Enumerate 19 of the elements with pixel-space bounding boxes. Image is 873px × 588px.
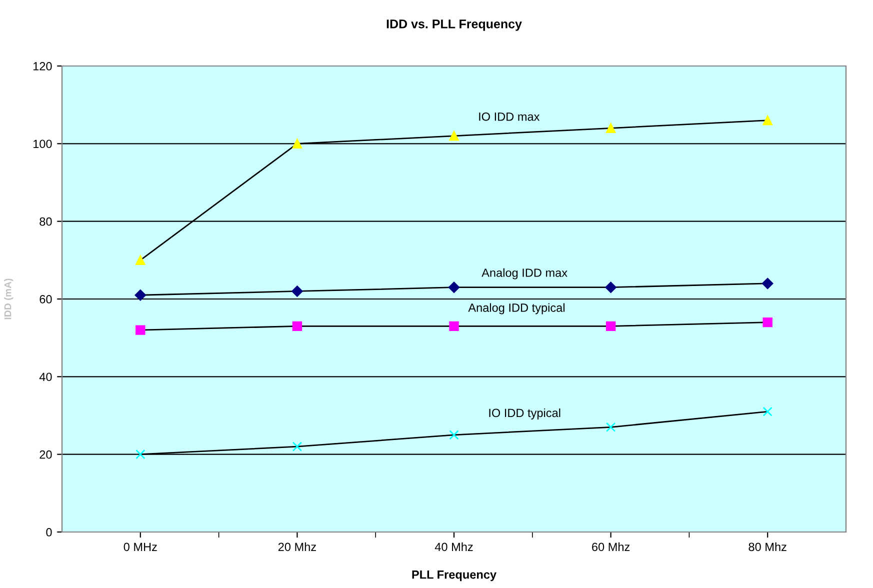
series-label: IO IDD max <box>479 112 540 121</box>
y-tick-label: 80 <box>40 217 52 226</box>
y-tick-label: 120 <box>33 62 52 70</box>
x-axis-title: PLL Frequency <box>412 570 496 582</box>
y-tick-label: 40 <box>39 372 52 382</box>
series-label: Analog IDD max <box>482 268 568 280</box>
chart-title: IDD vs. PLL Frequency <box>386 20 522 31</box>
y-tick-label: 20 <box>40 450 52 459</box>
y-tick-label: 100 <box>33 140 52 148</box>
y-tick-label: 0 <box>46 528 52 536</box>
y-tick-label: 60 <box>40 295 52 304</box>
series-label: Analog IDD typical <box>468 303 564 314</box>
x-tick-label: 80 Mhz <box>748 542 786 552</box>
series-label: IO IDD typical <box>489 408 560 420</box>
x-tick-label: 20 Mhz <box>278 542 316 552</box>
x-tick-label: 40 Mhz <box>434 542 473 552</box>
x-tick-label: 0 MHz <box>124 542 157 552</box>
y-axis-title: IDD (mA) <box>4 278 14 320</box>
x-tick-label: 60 Mhz <box>592 542 630 552</box>
